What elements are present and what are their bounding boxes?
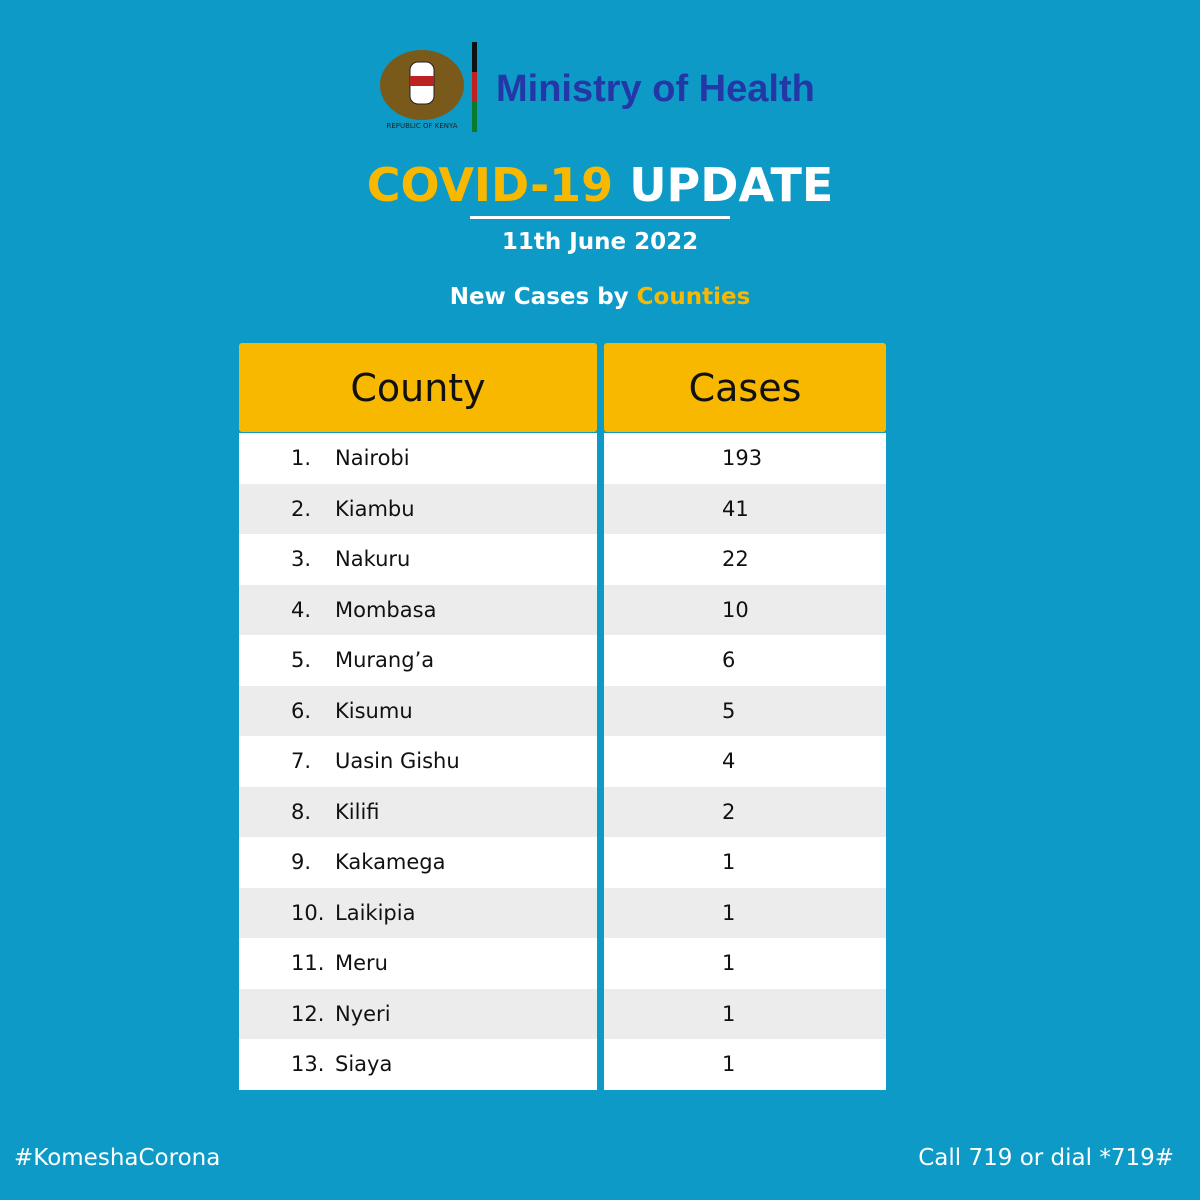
cases-value: 6 <box>722 648 736 673</box>
column-header: County <box>239 343 597 432</box>
emblem: REPUBLIC OF KENYA <box>380 50 464 130</box>
cases-cell: 2 <box>604 786 886 837</box>
title: COVID-19 UPDATE <box>0 158 1200 212</box>
cases-cell: 4 <box>604 736 886 787</box>
subtitle: New Cases by Counties <box>0 284 1200 310</box>
table-row: 9. Kakamega 1 <box>239 837 886 888</box>
table-row: 7. Uasin Gishu 4 <box>239 736 886 787</box>
row-number: 6. <box>291 698 312 723</box>
emblem-caption: REPUBLIC OF KENYA <box>386 122 457 130</box>
county-cell: 2. Kiambu <box>239 483 597 534</box>
row-number: 13. <box>291 1052 325 1077</box>
cases-cell: 6 <box>604 635 886 686</box>
county-name: Kakamega <box>335 850 446 875</box>
table-body: 1. Nairobi 193 2. Kiambu 41 3. Nakuru 22 4. Mombas… <box>239 433 886 1090</box>
county-name: Meru <box>335 951 388 976</box>
cases-cell: 22 <box>604 534 886 585</box>
county-name: Murang’a <box>335 648 435 673</box>
hashtag: #KomeshaCorona <box>14 1145 221 1171</box>
county-name: Kisumu <box>335 698 413 723</box>
county-name: Uasin Gishu <box>335 749 460 774</box>
county-name: Laikipia <box>335 900 416 925</box>
table-row: 4. Mombasa 10 <box>239 584 886 635</box>
cases-value: 4 <box>722 749 736 774</box>
date: 11th June 2022 <box>501 229 699 255</box>
cases-value: 1 <box>722 951 736 976</box>
county-cell: 10. Laikipia <box>239 887 597 938</box>
table-row: 13. Siaya 1 <box>239 1039 886 1090</box>
row-number: 9. <box>291 850 312 875</box>
cases-cell: 193 <box>604 433 886 484</box>
cases-value: 1 <box>722 1052 736 1077</box>
row-number: 12. <box>291 1001 325 1026</box>
county-cell: 9. Kakamega <box>239 837 597 888</box>
table-row: 2. Kiambu 41 <box>239 483 886 534</box>
county-name: Nairobi <box>335 446 410 471</box>
cases-cell: 1 <box>604 887 886 938</box>
county-cell: 6. Kisumu <box>239 685 597 736</box>
cases-cell: 1 <box>604 1039 886 1090</box>
cases-value: 1 <box>722 1001 736 1026</box>
cases-value: 1 <box>722 900 736 925</box>
county-cell: 7. Uasin Gishu <box>239 736 597 787</box>
cases-value: 41 <box>722 496 749 521</box>
county-cell: 4. Mombasa <box>239 584 597 635</box>
county-name: Nyeri <box>335 1001 391 1026</box>
title-highlight: COVID-19 <box>366 158 614 212</box>
cases-value: 22 <box>722 547 749 572</box>
row-number: 7. <box>291 749 312 774</box>
cases-cell: 10 <box>604 584 886 635</box>
county-name: Kilifi <box>335 799 380 824</box>
cases-cell: 1 <box>604 938 886 989</box>
table-row: 5. Murang’a 6 <box>239 635 886 686</box>
cases-value: 193 <box>722 446 763 471</box>
table-row: 11. Meru 1 <box>239 938 886 989</box>
county-name: Siaya <box>335 1052 393 1077</box>
flag-bar <box>472 102 477 132</box>
cases-value: 2 <box>722 799 736 824</box>
row-number: 3. <box>291 547 312 572</box>
cases-value: 5 <box>722 698 736 723</box>
flag-bar <box>472 72 477 102</box>
row-number: 4. <box>291 597 312 622</box>
row-number: 2. <box>291 496 312 521</box>
row-number: 10. <box>291 900 325 925</box>
county-cell: 12. Nyeri <box>239 988 597 1039</box>
county-cell: 8. Kilifi <box>239 786 597 837</box>
hotline: Call 719 or dial *719# <box>918 1145 1174 1171</box>
subtitle-text: New Cases by <box>449 284 629 310</box>
county-cell: 5. Murang’a <box>239 635 597 686</box>
cases-cell: 1 <box>604 837 886 888</box>
cases-cell: 1 <box>604 988 886 1039</box>
county-name: Kiambu <box>335 496 415 521</box>
subtitle-highlight: Counties <box>636 284 751 310</box>
column-header: Cases <box>604 343 886 432</box>
title-rest: UPDATE <box>629 158 834 212</box>
county-name: Mombasa <box>335 597 437 622</box>
row-number: 8. <box>291 799 312 824</box>
row-number: 1. <box>291 446 312 471</box>
cases-value: 1 <box>722 850 736 875</box>
county-cell: 1. Nairobi <box>239 433 597 484</box>
cases-value: 10 <box>722 597 749 622</box>
table-row: 1. Nairobi 193 <box>239 433 886 484</box>
table-row: 8. Kilifi 2 <box>239 786 886 837</box>
row-number: 11. <box>291 951 325 976</box>
cases-cell: 5 <box>604 685 886 736</box>
county-name: Nakuru <box>335 547 411 572</box>
table-row: 3. Nakuru 22 <box>239 534 886 585</box>
cases-cell: 41 <box>604 483 886 534</box>
county-cell: 3. Nakuru <box>239 534 597 585</box>
table-row: 6. Kisumu 5 <box>239 685 886 736</box>
table-row: 12. Nyeri 1 <box>239 988 886 1039</box>
row-number: 5. <box>291 648 312 673</box>
county-cell: 13. Siaya <box>239 1039 597 1090</box>
ministry: Ministry of Health <box>496 68 815 110</box>
underline <box>470 216 730 219</box>
table-row: 10. Laikipia 1 <box>239 887 886 938</box>
flag-bar <box>472 42 477 72</box>
county-cell: 11. Meru <box>239 938 597 989</box>
